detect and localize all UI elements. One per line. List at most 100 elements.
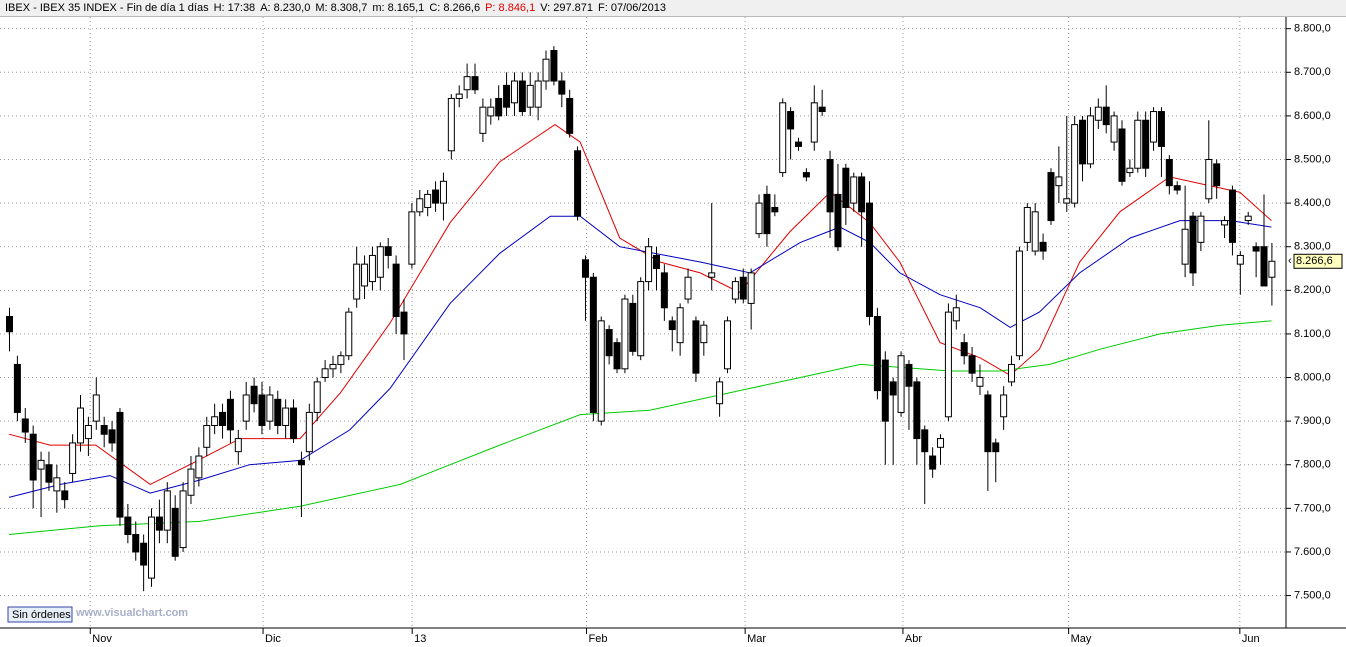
candle-body [1197, 215, 1205, 243]
candle-body [1079, 119, 1087, 165]
candle-body [668, 320, 676, 331]
x-tick-label: Nov [92, 633, 112, 645]
candle-body [274, 398, 282, 426]
header-item: P: 8.846,1 [485, 2, 536, 14]
last-price-box [1293, 253, 1343, 269]
candle-body [61, 490, 69, 501]
candle-body [250, 385, 258, 405]
orders-button [7, 606, 73, 623]
candle-body [100, 424, 108, 435]
candle-body [416, 198, 424, 213]
candle-body [282, 407, 290, 426]
candle-body [881, 359, 889, 422]
candle-body [163, 490, 171, 531]
candle-body [424, 193, 432, 208]
candle-body [471, 76, 479, 91]
candle-body [1228, 189, 1236, 243]
candle-body [400, 311, 408, 335]
candle-body [1118, 128, 1126, 182]
candle-body [637, 281, 645, 357]
candle-body [739, 276, 747, 300]
candle-body [1236, 254, 1244, 265]
orders-button-label: Sin órdenes [12, 609, 71, 621]
header-item: F: 07/06/2013 [598, 2, 666, 14]
y-tick-label: 7.600,0 [1294, 546, 1331, 558]
candle-body [1039, 241, 1047, 252]
candle-body [952, 307, 960, 322]
candle-body [660, 272, 668, 309]
y-tick-label: 7.700,0 [1294, 502, 1331, 514]
candle-body [368, 254, 376, 283]
candle-body [21, 418, 29, 433]
candle-body [392, 263, 400, 317]
candle-body [1260, 246, 1268, 287]
candle-body [124, 516, 132, 536]
candle-body [518, 80, 526, 113]
candle-body [842, 167, 850, 208]
candle-body [116, 411, 124, 518]
candle-body [1023, 206, 1031, 243]
candle-body [69, 442, 77, 474]
candle-body [550, 49, 558, 82]
x-tick-label: 13 [414, 633, 426, 645]
moving-average-line [8, 215, 1272, 498]
candle-body [1126, 167, 1134, 174]
candle-body [787, 111, 795, 130]
candle-body [1189, 215, 1197, 274]
candle-body [968, 355, 976, 374]
candle-body [873, 315, 881, 392]
last-price-label: 8.266,6 [1296, 255, 1333, 267]
candle-body [652, 254, 660, 270]
candle-body [645, 246, 653, 283]
y-tick-label: 8.600,0 [1294, 110, 1331, 122]
price-pointer: ‹ [1288, 255, 1292, 267]
candle-body [503, 84, 511, 108]
candle-body [187, 468, 195, 496]
x-tick-label: Jun [1242, 633, 1260, 645]
candle-body [297, 459, 305, 466]
candle-body [510, 80, 518, 104]
header-item: IBEX - IBEX 35 INDEX - Fin de día 1 días [5, 2, 209, 14]
candle-body [1213, 163, 1221, 187]
candle-body [1094, 106, 1102, 121]
candle-body [889, 381, 897, 396]
candle-body [1268, 260, 1276, 278]
candle-body [361, 263, 369, 287]
candle-body [77, 407, 85, 444]
candle-body [1102, 106, 1110, 126]
candle-body [1000, 394, 1008, 418]
candle-body [558, 80, 566, 95]
candle-body [329, 363, 337, 370]
candle-body [408, 211, 416, 265]
candle-body [376, 246, 384, 278]
candle-body [1173, 185, 1181, 191]
candle-body [1165, 159, 1173, 187]
candle-body [850, 176, 858, 204]
candle-body [439, 180, 447, 204]
candle-body [771, 206, 779, 213]
candle-body [1031, 211, 1039, 252]
candle-body [818, 106, 826, 113]
candle-body [581, 259, 589, 278]
candle-body [447, 97, 455, 152]
candle-body [731, 281, 739, 300]
candle-body [692, 320, 700, 374]
watermark: www.visualchart.com [75, 607, 188, 619]
candle-body [132, 534, 140, 553]
candle-body [913, 381, 921, 440]
candle-body [203, 424, 211, 448]
candle-body [984, 394, 992, 453]
header-item: C: 8.266,6 [429, 2, 481, 14]
candle-body [226, 398, 234, 431]
candle-body [1244, 215, 1252, 222]
x-tick-label: May [1071, 633, 1092, 645]
x-tick-label: Abr [905, 633, 922, 645]
candle-body [1047, 172, 1055, 222]
y-tick-label: 8.400,0 [1294, 197, 1331, 209]
moving-average-line [8, 320, 1272, 535]
candle-body [1181, 228, 1189, 265]
candle-body [140, 542, 148, 566]
candle-body [84, 424, 92, 440]
candle-body [179, 490, 187, 549]
